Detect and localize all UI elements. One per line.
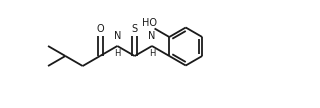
Text: H: H <box>114 49 121 58</box>
Text: HO: HO <box>142 17 157 28</box>
Text: O: O <box>96 24 104 34</box>
Text: N: N <box>148 31 156 41</box>
Text: S: S <box>132 24 138 34</box>
Text: H: H <box>149 49 155 58</box>
Text: N: N <box>114 31 121 41</box>
